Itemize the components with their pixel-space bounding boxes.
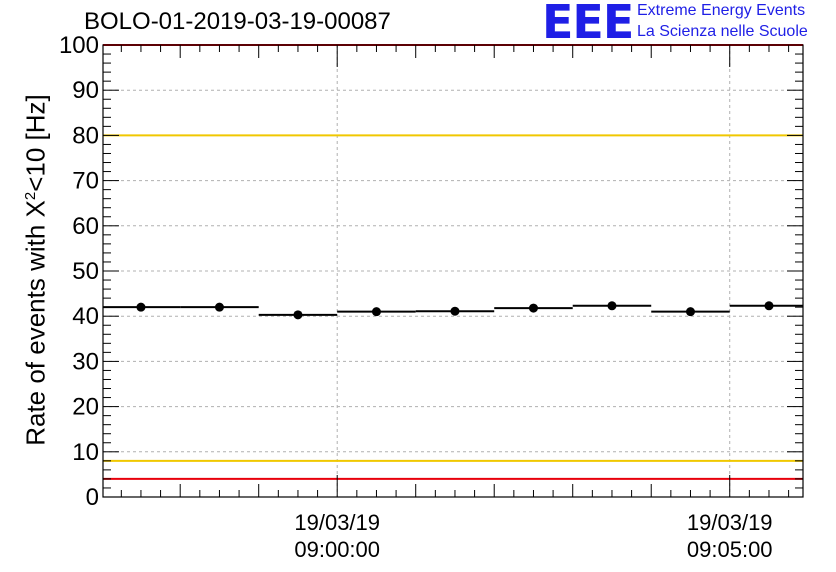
eee-logo-mark: EEE	[542, 0, 634, 49]
data-point	[450, 306, 460, 316]
data-point	[764, 301, 774, 311]
data-point	[528, 303, 538, 313]
y-axis-label-sup: 2	[21, 191, 39, 201]
x-tick-label-date: 19/03/19	[687, 510, 773, 535]
x-tick-label-time: 09:05:00	[687, 537, 773, 562]
y-tick-label: 60	[72, 213, 99, 240]
data-point	[607, 301, 617, 311]
y-tick-label: 50	[72, 258, 99, 285]
data-point	[685, 307, 695, 317]
y-tick-label: 100	[59, 32, 99, 59]
y-axis-label-main: Rate of events with X	[20, 200, 51, 446]
y-axis-label-tail: <10 [Hz]	[20, 94, 51, 192]
data-point	[136, 302, 146, 312]
y-tick-label: 0	[86, 484, 99, 511]
y-tick-label: 80	[72, 122, 99, 149]
y-tick-label: 10	[72, 439, 99, 466]
eee-logo-line2: La Scienza nelle Scuole	[637, 23, 808, 40]
data-point	[214, 302, 224, 312]
eee-logo: EEE Extreme Energy Events La Scienza nel…	[542, 0, 836, 46]
y-tick-label: 90	[72, 77, 99, 104]
y-tick-label: 20	[72, 394, 99, 421]
chart-title: BOLO-01-2019-03-19-00087	[84, 8, 391, 35]
x-tick-label-date: 19/03/19	[294, 510, 380, 535]
data-point	[371, 307, 381, 317]
y-tick-label: 70	[72, 168, 99, 195]
x-tick-label-time: 09:00:00	[294, 537, 380, 562]
y-tick-label: 40	[72, 303, 99, 330]
y-tick-label: 30	[72, 348, 99, 375]
y-axis-label: Rate of events with X2<10 [Hz]	[21, 94, 52, 446]
data-point	[293, 310, 303, 320]
eee-logo-line1: Extreme Energy Events	[637, 2, 806, 19]
